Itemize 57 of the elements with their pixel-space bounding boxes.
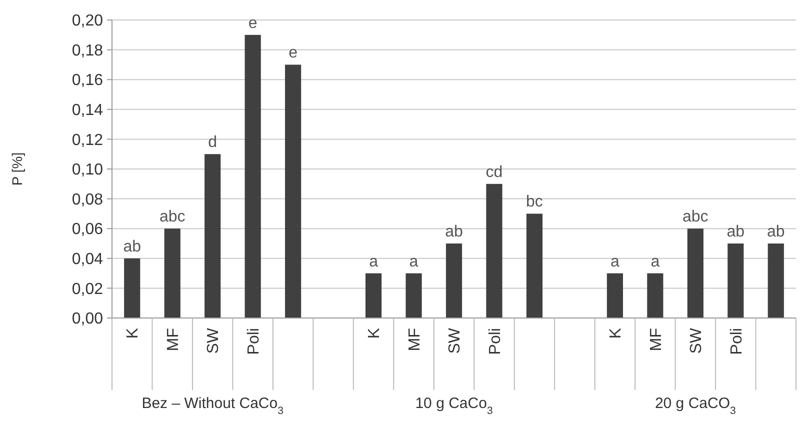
- y-tick-label: 0,08: [72, 191, 104, 208]
- x-tick-label: MF: [164, 328, 182, 352]
- text: 20 g CaCO$_{3}$: [654, 395, 736, 417]
- bar: [687, 228, 704, 318]
- y-tick-label: 0,14: [72, 102, 104, 119]
- y-tick-label: 0,10: [72, 162, 104, 179]
- y-tick-label: 0,06: [72, 221, 104, 238]
- data-label: bc: [526, 194, 543, 211]
- bar: [406, 273, 422, 318]
- data-label: abc: [159, 208, 186, 226]
- bar: [204, 154, 221, 318]
- y-tick-label: 0,02: [72, 280, 104, 298]
- data-label: cd: [486, 164, 503, 181]
- y-tick-label: 0,12: [72, 132, 104, 149]
- data-label: abc: [682, 208, 708, 226]
- bar: [526, 214, 543, 318]
- bar: [244, 34, 261, 318]
- y-tick-label: 0,04: [72, 251, 104, 268]
- x-tick-label: Poli: [486, 328, 504, 355]
- text: Bez – Without CaCo$_{3}$: [142, 395, 284, 417]
- y-tick-label: 0,16: [72, 72, 104, 90]
- bar: [486, 184, 502, 318]
- x-tick-label: Poli: [728, 328, 746, 355]
- data-label: ab: [766, 224, 785, 240]
- x-tick-label: K: [124, 328, 142, 339]
- data-label: a: [610, 253, 620, 270]
- data-label: a: [650, 253, 660, 270]
- data-label: a: [409, 253, 418, 270]
- data-label: d: [208, 134, 218, 152]
- data-label: ab: [726, 224, 745, 240]
- bar: [728, 244, 744, 318]
- x-tick-label: Poli: [245, 328, 262, 355]
- x-tick-label: SW: [205, 327, 222, 354]
- y-axis-title: P [%]: [9, 152, 25, 186]
- data-label: ab: [123, 238, 142, 256]
- bar: [285, 64, 302, 318]
- bar: [164, 228, 180, 318]
- x-tick-label: MF: [406, 328, 424, 352]
- data-label: e: [248, 14, 258, 32]
- data-label: ab: [445, 224, 463, 240]
- data-label: a: [369, 253, 378, 270]
- y-tick-label: 0,18: [72, 42, 104, 60]
- bar: [768, 244, 784, 318]
- y-tick-label: 0,20: [72, 12, 104, 30]
- x-tick-label: SW: [446, 327, 464, 354]
- y-tick-label: 0,00: [72, 310, 104, 328]
- bar: [365, 273, 382, 318]
- bar: [446, 244, 462, 318]
- x-tick-label: MF: [648, 328, 665, 352]
- x-tick-label: SW: [688, 327, 706, 354]
- x-tick-label: K: [608, 328, 625, 339]
- bar: [606, 273, 623, 318]
- x-tick-label: K: [366, 328, 384, 339]
- text: 10 g CaCo$_{3}$: [415, 395, 493, 417]
- bar: [124, 258, 140, 318]
- data-label: e: [288, 44, 298, 62]
- bar: [647, 273, 664, 318]
